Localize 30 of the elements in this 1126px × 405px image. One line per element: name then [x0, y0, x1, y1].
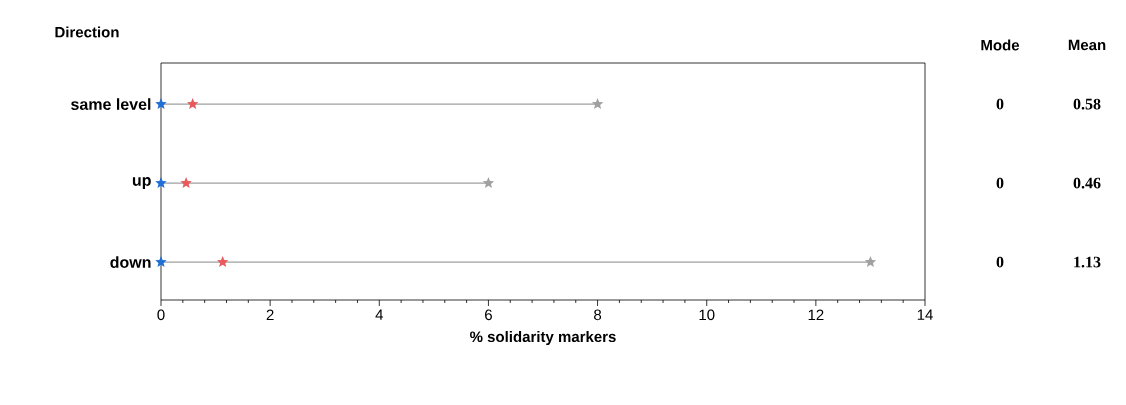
y-axis-title: Direction	[55, 26, 119, 38]
data-label: 0.58	[1073, 98, 1101, 110]
x-tick-label: 12	[808, 309, 824, 321]
point	[864, 256, 877, 267]
x-tick-label: 8	[594, 309, 602, 321]
text: Mean	[1068, 39, 1106, 51]
data-label: 0	[996, 98, 1004, 110]
point	[216, 256, 229, 267]
x-tick-label: 14	[917, 309, 933, 320]
y-tick-label: same level	[71, 98, 151, 110]
x-tick-label: 10	[699, 309, 715, 321]
x-tick-label: 2	[266, 309, 274, 321]
x-axis-title: % solidarity markers	[470, 331, 616, 345]
y-tick-label: down	[110, 256, 151, 268]
point	[180, 177, 192, 188]
data-label: 0.46	[1073, 177, 1101, 189]
data-label: 0	[996, 256, 1004, 268]
x-tick-label: 4	[375, 309, 384, 320]
x-tick-label: 6	[485, 309, 492, 321]
x-tick-label: 0	[157, 309, 165, 321]
point	[155, 98, 167, 109]
data-label: 0	[996, 177, 1004, 189]
data-label: 1.13	[1074, 256, 1101, 268]
point	[591, 98, 604, 109]
point	[186, 98, 199, 109]
point	[155, 256, 167, 267]
text: Mode	[981, 39, 1020, 51]
point	[482, 177, 495, 188]
point	[155, 177, 167, 188]
y-tick-label: up	[132, 177, 151, 190]
